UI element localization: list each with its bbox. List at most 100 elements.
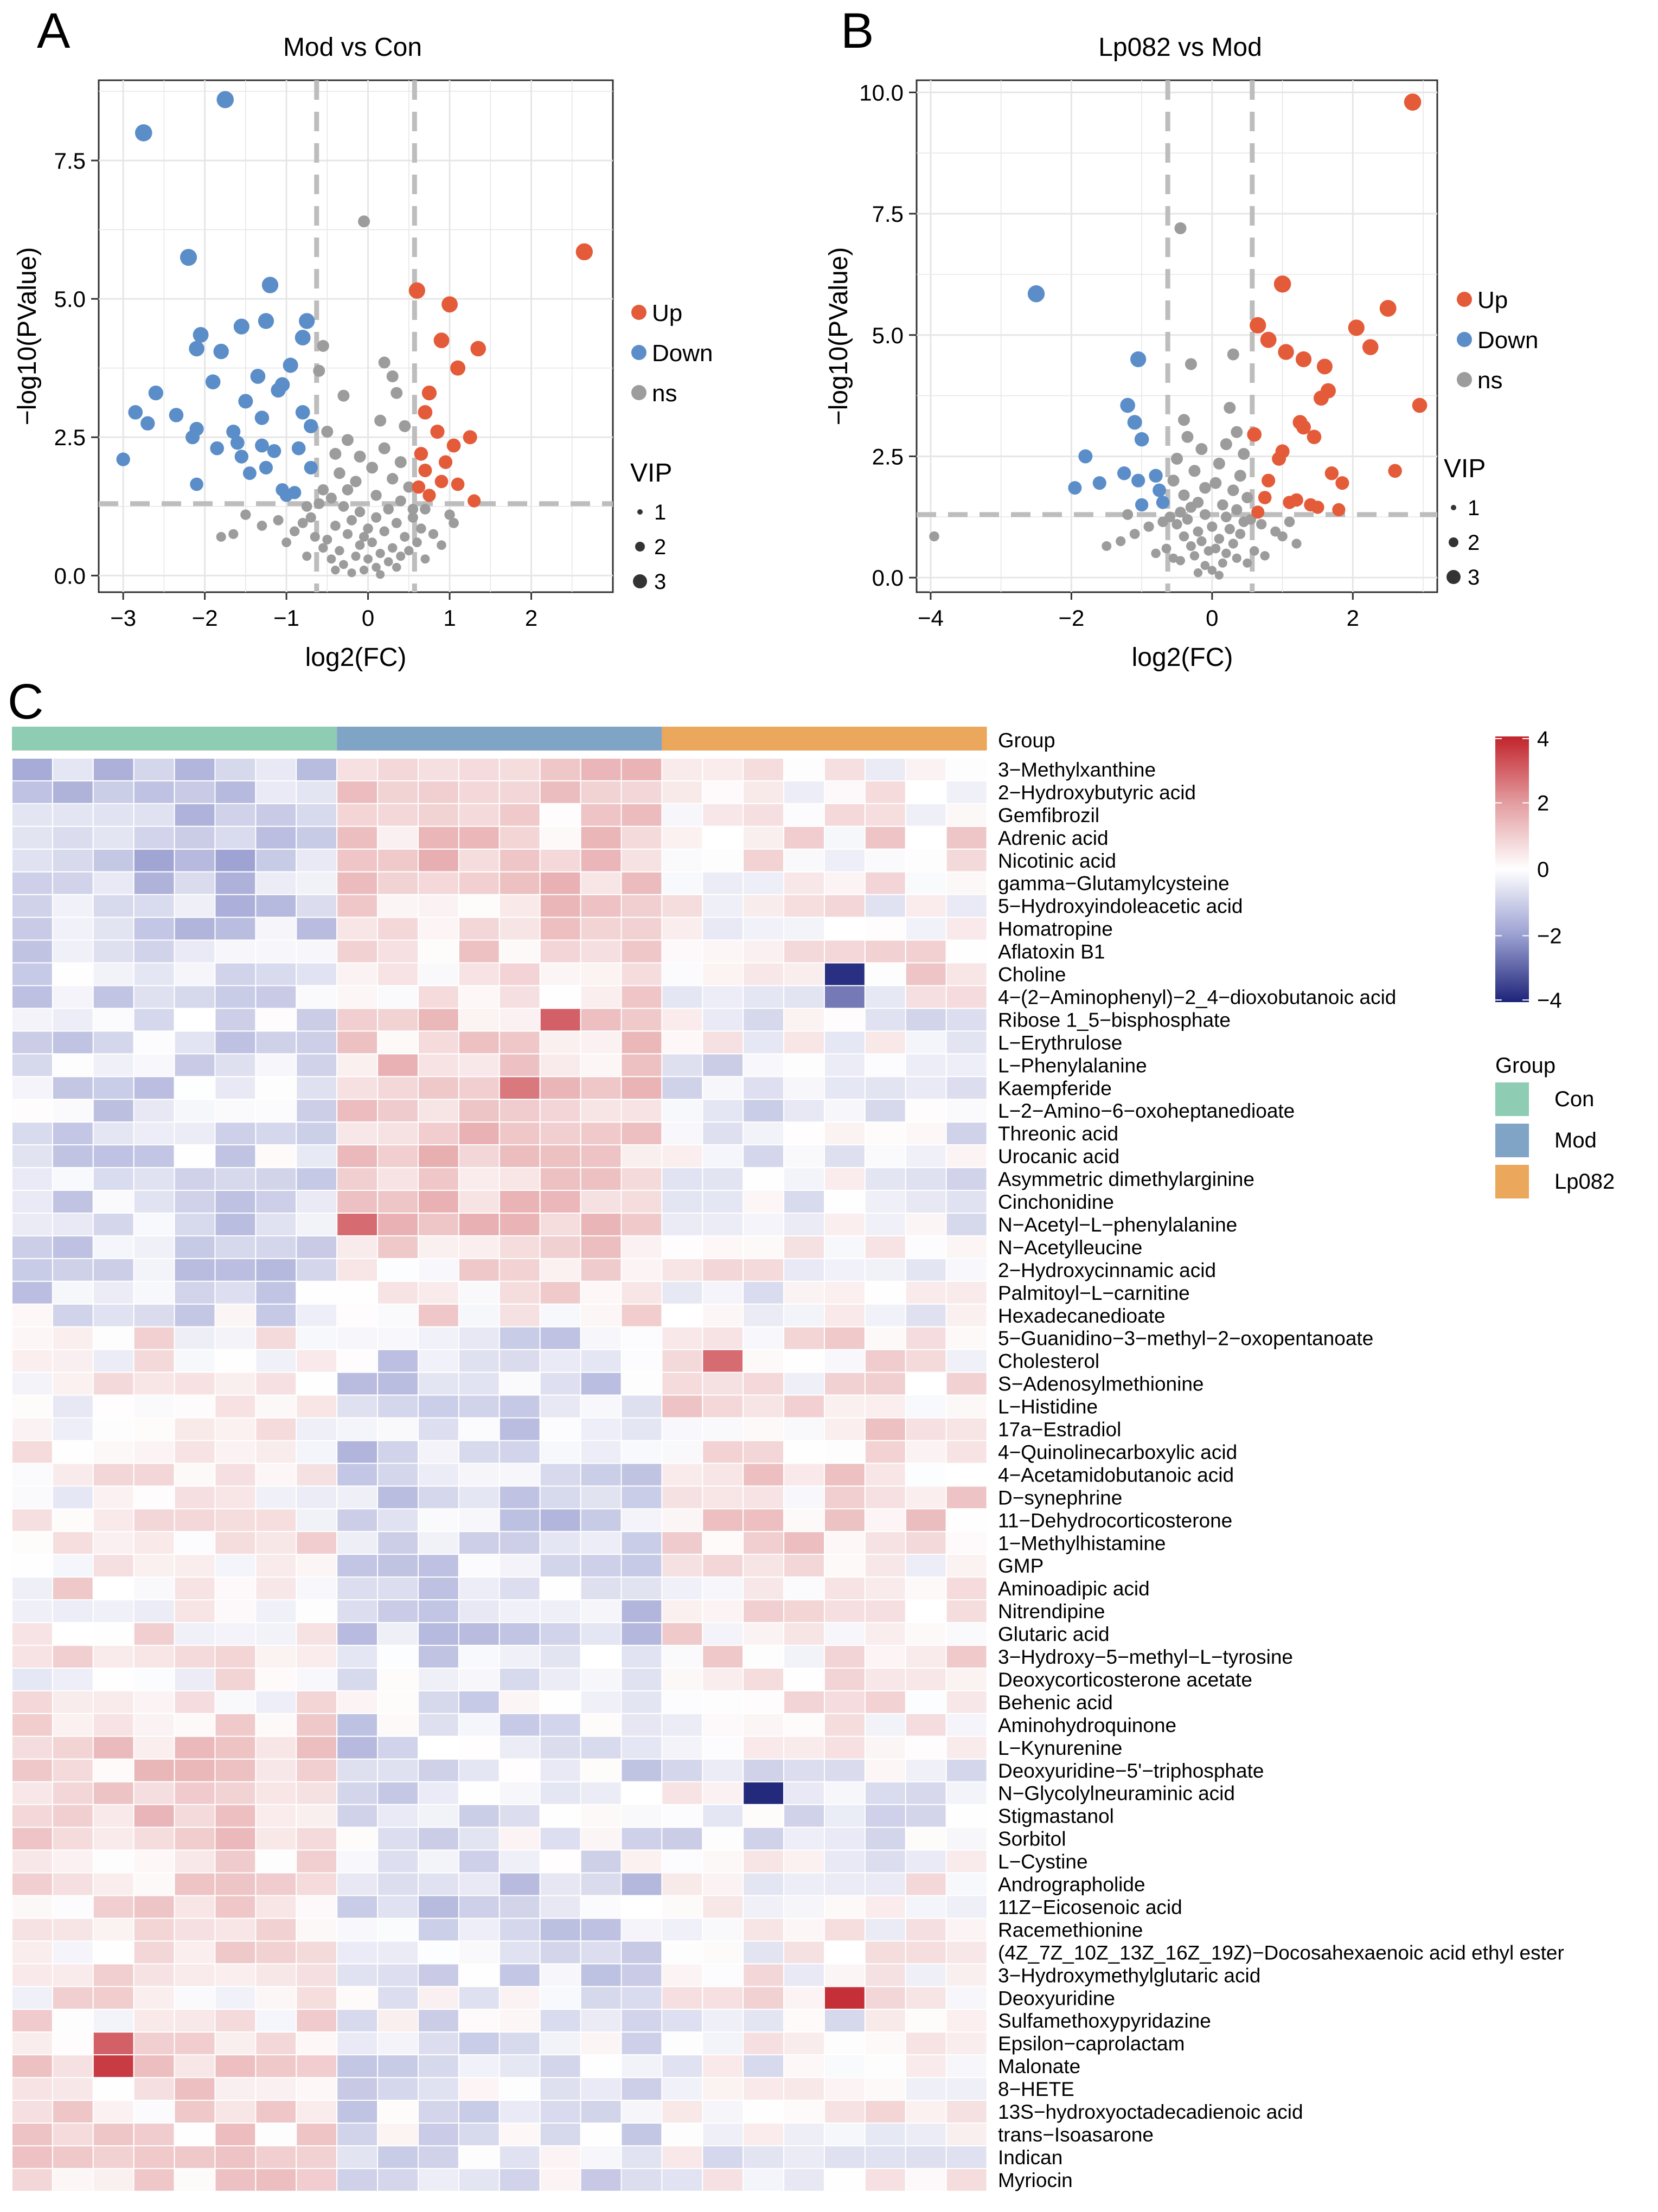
heatmap-cell: [336, 939, 379, 964]
heatmap-cell: [661, 939, 703, 964]
heatmap-cell: [377, 1918, 419, 1942]
heatmap-cell: [702, 1508, 744, 1533]
group-legend-con-label: Con: [1554, 1087, 1594, 1111]
heatmap-cell: [702, 1326, 744, 1350]
heatmap-cell: [661, 1167, 703, 1191]
heatmap-cell: [418, 1030, 459, 1055]
heatmap-cell: [742, 1554, 785, 1578]
heatmap-row-label: Nitrendipine: [998, 1600, 1105, 1623]
heatmap-cell: [418, 1121, 459, 1146]
heatmap-cell: [133, 1826, 175, 1851]
heatmap-cell: [742, 1668, 785, 1691]
heatmap-cell: [620, 1235, 663, 1259]
heatmap-cell: [133, 1849, 175, 1874]
heatmap-cell: [661, 985, 703, 1009]
volcano-a-point-ns: [387, 473, 399, 485]
heatmap-cell: [620, 1986, 663, 2010]
volcano-b-down-points: [1027, 285, 1170, 512]
heatmap-cell: [92, 1121, 135, 1146]
heatmap-cell: [580, 1349, 622, 1373]
volcano-a-title: Mod vs Con: [283, 33, 422, 62]
heatmap-cell: [661, 1485, 703, 1510]
heatmap-cell: [214, 803, 257, 827]
heatmap-cell: [620, 1895, 663, 1919]
volcano-a-point-up: [421, 385, 437, 401]
volcano-a-point-ns: [375, 548, 385, 559]
heatmap-cell: [824, 1258, 866, 1282]
heatmap-cell: [742, 1394, 785, 1419]
volcano-b-point-ns: [1235, 529, 1246, 539]
heatmap-cell: [580, 1213, 622, 1236]
heatmap-cell: [783, 2123, 825, 2146]
heatmap-cell: [377, 2100, 419, 2124]
heatmap-cell: [498, 1121, 541, 1146]
heatmap-cell: [783, 2031, 825, 2056]
heatmap-cell: [418, 1463, 459, 1487]
heatmap-cell: [255, 1053, 297, 1078]
heatmap-cell: [174, 1190, 216, 1214]
volcano-a-point-ns: [354, 506, 366, 517]
heatmap-cell: [702, 1554, 744, 1578]
heatmap-cell: [783, 1645, 825, 1669]
heatmap-cell: [377, 2077, 419, 2101]
heatmap-cell: [742, 1645, 785, 1669]
heatmap-cell: [296, 1963, 338, 1987]
heatmap-cell: [864, 2077, 906, 2101]
heatmap-cell: [174, 1508, 216, 1533]
heatmap-cell: [661, 1576, 703, 1601]
heatmap-cell: [620, 803, 663, 827]
heatmap-row-label: Hexadecanedioate: [998, 1305, 1166, 1327]
heatmap-cell: [498, 1167, 541, 1191]
legend-b-vip-label-1: 1: [1468, 496, 1480, 520]
volcano-b-point-ns: [1204, 546, 1214, 556]
heatmap-cell: [214, 1918, 257, 1942]
heatmap-cell: [742, 1576, 785, 1601]
heatmap-color-scale: 420−2−4: [1495, 727, 1562, 1012]
heatmap-cell: [133, 1008, 175, 1032]
heatmap-cell: [11, 1349, 53, 1373]
volcano-a-point-down: [291, 441, 306, 456]
heatmap-cell: [824, 1371, 866, 1396]
heatmap-cell: [702, 2100, 744, 2124]
heatmap-cell: [296, 1121, 338, 1146]
heatmap-cell: [133, 1758, 175, 1783]
heatmap-cell: [174, 1849, 216, 1874]
heatmap-cell: [661, 1190, 703, 1214]
heatmap-cell: [133, 1258, 175, 1282]
heatmap-cell: [174, 1735, 216, 1760]
heatmap-cell: [52, 2031, 94, 2056]
heatmap-cell: [11, 1872, 53, 1896]
heatmap-cell: [620, 1121, 663, 1146]
heatmap-cell: [458, 1008, 500, 1032]
heatmap-cell: [661, 1030, 703, 1055]
volcano-a-point-ns: [412, 537, 422, 548]
heatmap-cell: [11, 916, 53, 941]
heatmap-cell: [377, 1190, 419, 1214]
heatmap-cell: [52, 1099, 94, 1123]
heatmap-cell: [824, 1167, 866, 1191]
heatmap-cell: [214, 939, 257, 964]
volcano-b-point-ns: [1232, 553, 1241, 563]
heatmap-cell: [783, 1463, 825, 1487]
heatmap-cell: [620, 1008, 663, 1032]
volcano-a-point-ns: [313, 498, 325, 509]
heatmap-cell: [498, 2123, 541, 2146]
volcano-b-point-up: [1379, 300, 1397, 317]
heatmap-cell: [296, 1167, 338, 1191]
heatmap-cell: [377, 2031, 419, 2056]
heatmap-cell: [418, 1599, 459, 1624]
heatmap-cell: [498, 894, 541, 918]
heatmap-cell: [539, 1280, 581, 1305]
heatmap-cell: [458, 939, 500, 964]
heatmap-cell: [418, 1622, 459, 1646]
heatmap-cell: [620, 1735, 663, 1760]
volcano-a-point-down: [238, 394, 253, 409]
heatmap-cell: [905, 1417, 947, 1441]
heatmap-cell: [255, 1008, 297, 1032]
heatmap-cell: [418, 1872, 459, 1896]
heatmap-cell: [945, 962, 988, 986]
heatmap-cell: [661, 2100, 703, 2124]
heatmap-cell: [52, 758, 94, 781]
heatmap-cell: [255, 1167, 297, 1191]
heatmap-cell: [458, 916, 500, 941]
